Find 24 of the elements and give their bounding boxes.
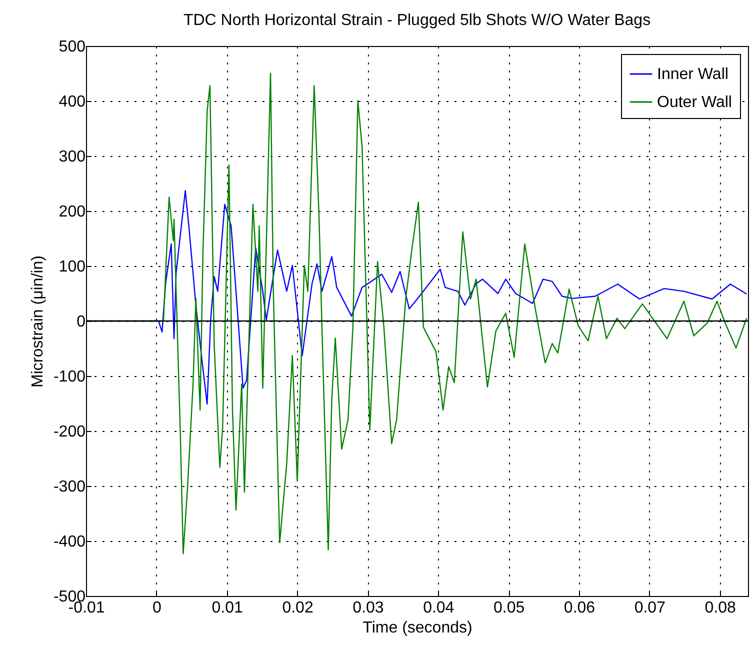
y-tick-label: -100: [53, 368, 86, 386]
y-tick-label: 500: [58, 38, 86, 56]
y-tick-label: 300: [58, 148, 86, 166]
x-tick-label: 0.08: [704, 600, 736, 616]
legend-label: Inner Wall: [657, 66, 728, 83]
y-tick-label: 200: [58, 204, 86, 220]
y-axis-title: Microstrain (μin/in): [29, 256, 46, 388]
y-tick-label: -300: [53, 478, 86, 496]
x-tick-label: 0.07: [634, 600, 666, 616]
x-tick-label: 0.04: [423, 600, 454, 616]
x-tick-label: 0.01: [212, 600, 244, 616]
x-tick-label: 0.05: [493, 600, 525, 616]
x-axis-title: Time (seconds): [362, 620, 472, 636]
y-tick-label: 400: [58, 94, 86, 110]
x-tick-label: 0.03: [352, 600, 384, 616]
chart-title: TDC North Horizontal Strain - Plugged 5lb Shots W/O Water Bags: [183, 12, 651, 29]
y-tick-label: -200: [53, 424, 86, 440]
legend-label: Outer Wall: [657, 94, 732, 111]
x-tick-label: 0.02: [282, 600, 314, 616]
x-tick-label: 0: [152, 600, 162, 616]
x-tick-label: 0.06: [564, 600, 596, 616]
y-tick-label: -400: [53, 534, 86, 550]
y-tick-label: 0: [76, 314, 86, 330]
y-tick-label: 100: [58, 258, 86, 276]
